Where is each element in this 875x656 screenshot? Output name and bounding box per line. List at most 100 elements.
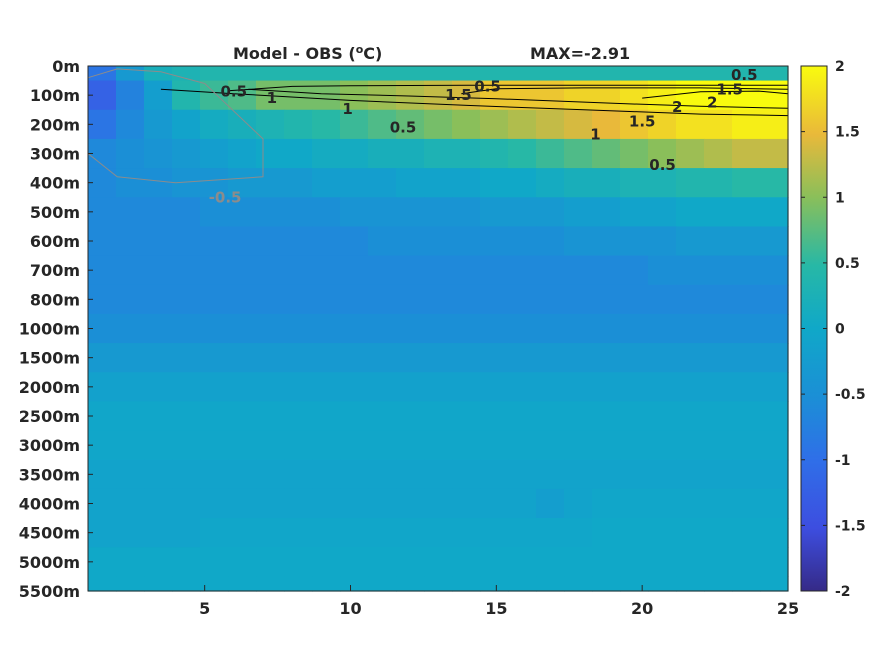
heatmap-cell (620, 401, 649, 432)
heatmap-cell (564, 488, 593, 519)
heatmap-cell (284, 401, 313, 432)
heatmap-cell (172, 488, 201, 519)
heatmap-cell (340, 255, 369, 286)
heatmap-cell (396, 372, 425, 403)
heatmap-cell (312, 138, 341, 169)
heatmap-cell (620, 547, 649, 578)
heatmap-cell (116, 488, 145, 519)
heatmap-cell (620, 576, 649, 592)
heatmap-cell (116, 313, 145, 344)
heatmap-cell (228, 372, 257, 403)
heatmap-cell (676, 459, 705, 490)
heatmap-cell (200, 197, 229, 228)
heatmap-cell (508, 197, 537, 228)
heatmap-cell (200, 284, 229, 315)
heatmap-cell (424, 284, 453, 315)
heatmap-cell (592, 430, 621, 461)
heatmap-cell (200, 255, 229, 286)
contour-line (461, 87, 789, 95)
heatmap-cell (732, 226, 761, 257)
y-tick-label: 3500m (19, 465, 80, 484)
heatmap-cell (368, 66, 397, 82)
heatmap-cell (396, 284, 425, 315)
heatmap-cell (284, 80, 313, 111)
heatmap-cell (508, 372, 537, 403)
heatmap-cell (592, 372, 621, 403)
heatmap-cell (480, 518, 509, 548)
heatmap-cell (340, 372, 369, 403)
heatmap-cell (676, 576, 705, 592)
heatmap-cell (564, 138, 593, 169)
heatmap-cell (508, 284, 537, 315)
contour-line (87, 68, 264, 184)
heatmap-cell (172, 109, 201, 140)
heatmap-cell (564, 284, 593, 315)
heatmap-cell (452, 488, 481, 519)
heatmap-cell (424, 197, 453, 228)
contour-label: 1.5 (629, 112, 656, 130)
contour-line (227, 84, 788, 92)
heatmap-cell (648, 372, 677, 403)
heatmap-cell (396, 109, 425, 140)
heatmap-cell (676, 401, 705, 432)
heatmap-cell (508, 401, 537, 432)
heatmap-cell (732, 518, 761, 548)
colorbar-tick-label: -1 (835, 453, 851, 469)
heatmap-cell (648, 430, 677, 461)
heatmap-cell (396, 197, 425, 228)
heatmap-cell (676, 372, 705, 403)
contour-label: 1 (267, 89, 277, 107)
heatmap-cell (144, 138, 173, 169)
heatmap-cell (620, 343, 649, 373)
heatmap-cell (424, 343, 453, 373)
heatmap-cell (620, 226, 649, 257)
heatmap-cell (116, 284, 145, 315)
heatmap-cell (564, 547, 593, 578)
heatmap-cell (452, 109, 481, 140)
heatmap-cell (648, 138, 677, 169)
heatmap-cell (396, 576, 425, 592)
heatmap-cell (424, 372, 453, 403)
heatmap-cell (312, 401, 341, 432)
heatmap-cell (424, 459, 453, 490)
x-tick-label: 25 (777, 599, 799, 618)
heatmap-cell (676, 138, 705, 169)
heatmap-cell (676, 109, 705, 140)
heatmap-cell (480, 255, 509, 286)
heatmap-cell (284, 197, 313, 228)
heatmap-cell (172, 313, 201, 344)
heatmap-cell (564, 109, 593, 140)
heatmap-cell (704, 401, 733, 432)
heatmap-cell (116, 255, 145, 286)
heatmap-cell (144, 80, 173, 111)
heatmap-cell (200, 343, 229, 373)
heatmap-cell (312, 459, 341, 490)
heatmap-cell (256, 547, 285, 578)
heatmap-cell (592, 576, 621, 592)
heatmap-cell (144, 343, 173, 373)
heatmap-cell (228, 66, 257, 82)
heatmap-cell (172, 401, 201, 432)
heatmap-cell (228, 518, 257, 548)
heatmap-cell (592, 138, 621, 169)
contour-label: 2 (672, 98, 682, 116)
heatmap-cell (368, 488, 397, 519)
heatmap-cell (172, 547, 201, 578)
heatmap-cell (452, 430, 481, 461)
heatmap-cell (172, 66, 201, 82)
heatmap-cell (760, 226, 789, 257)
heatmap-cell (732, 255, 761, 286)
heatmap-cell (564, 343, 593, 373)
heatmap-cell (396, 255, 425, 286)
heatmap-cell (452, 284, 481, 315)
heatmap-cell (564, 401, 593, 432)
heatmap-cell (480, 284, 509, 315)
heatmap-cell (200, 138, 229, 169)
heatmap-cell (620, 372, 649, 403)
heatmap-cell (452, 313, 481, 344)
heatmap-cell (704, 372, 733, 403)
heatmap-cell (592, 255, 621, 286)
heatmap-cell (172, 518, 201, 548)
heatmap-cell (144, 459, 173, 490)
contour-label: 1.5 (445, 86, 472, 104)
